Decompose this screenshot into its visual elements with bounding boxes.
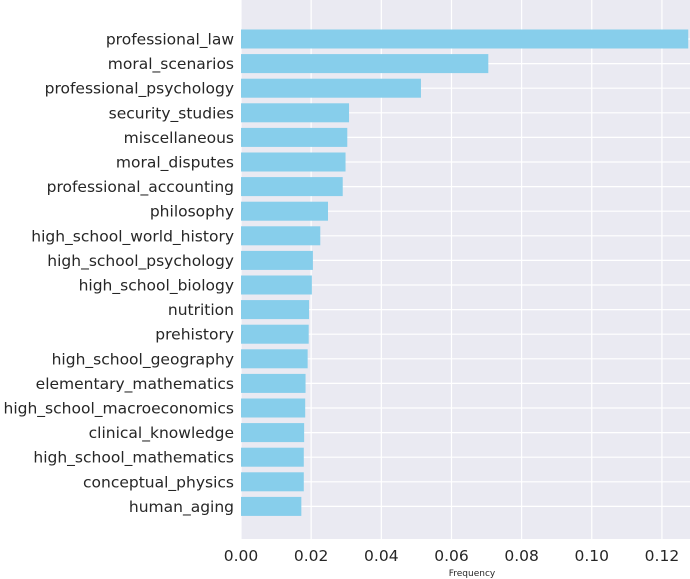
category-label: conceptual_physics <box>83 473 234 492</box>
category-label: elementary_mathematics <box>36 375 234 394</box>
bar-professional-psychology <box>241 78 421 98</box>
bar-high-school-biology <box>241 275 312 295</box>
category-label: prehistory <box>155 326 234 344</box>
category-labels: professional_law moral_scenarios professio… <box>4 31 235 517</box>
bar-conceptual-physics <box>241 472 304 492</box>
x-tick-labels: 0.00 0.02 0.04 0.06 0.08 0.10 0.12 <box>224 547 679 565</box>
bars <box>241 29 689 516</box>
bar-moral-disputes <box>241 152 346 172</box>
category-label: high_school_geography <box>52 350 234 369</box>
x-axis-label: Frequency <box>449 569 496 579</box>
bar-nutrition <box>241 300 310 320</box>
category-label: miscellaneous <box>124 129 234 147</box>
bar-philosophy <box>241 201 328 221</box>
x-tick-label: 0.10 <box>575 547 610 565</box>
category-label: high_school_psychology <box>47 252 234 271</box>
x-tick-label: 0.08 <box>504 547 539 565</box>
bar-high-school-psychology <box>241 250 313 270</box>
bar-professional-accounting <box>241 177 343 197</box>
category-label: philosophy <box>150 203 234 221</box>
bar-high-school-geography <box>241 349 308 369</box>
category-label: high_school_mathematics <box>33 449 234 468</box>
bar-prehistory <box>241 324 309 344</box>
bar-moral-scenarios <box>241 54 489 74</box>
x-tick-label: 0.06 <box>434 547 469 565</box>
x-tick-label: 0.00 <box>224 547 259 565</box>
category-label: moral_scenarios <box>108 55 234 74</box>
category-label: professional_law <box>106 31 234 50</box>
bar-security-studies <box>241 103 350 123</box>
bar-elementary-mathematics <box>241 373 306 393</box>
bar-miscellaneous <box>241 127 348 147</box>
category-label: nutrition <box>168 301 234 319</box>
category-label: high_school_macroeconomics <box>4 400 234 419</box>
bar-high-school-world-history <box>241 226 321 246</box>
category-label: security_studies <box>109 104 234 123</box>
bar-professional-law <box>241 29 689 49</box>
x-tick-label: 0.12 <box>645 547 680 565</box>
x-tick-label: 0.02 <box>294 547 329 565</box>
category-label: professional_accounting <box>47 178 234 197</box>
category-label: clinical_knowledge <box>89 424 234 443</box>
category-label: human_aging <box>129 498 234 517</box>
x-tick-label: 0.04 <box>364 547 399 565</box>
category-label: high_school_world_history <box>31 227 234 246</box>
bar-high-school-mathematics <box>241 447 304 467</box>
category-label: professional_psychology <box>45 80 234 99</box>
bar-human-aging <box>241 496 302 516</box>
category-label: high_school_biology <box>79 277 234 296</box>
category-label: moral_disputes <box>116 154 234 173</box>
bar-high-school-macroeconomics <box>241 398 306 418</box>
bar-clinical-knowledge <box>241 423 305 443</box>
